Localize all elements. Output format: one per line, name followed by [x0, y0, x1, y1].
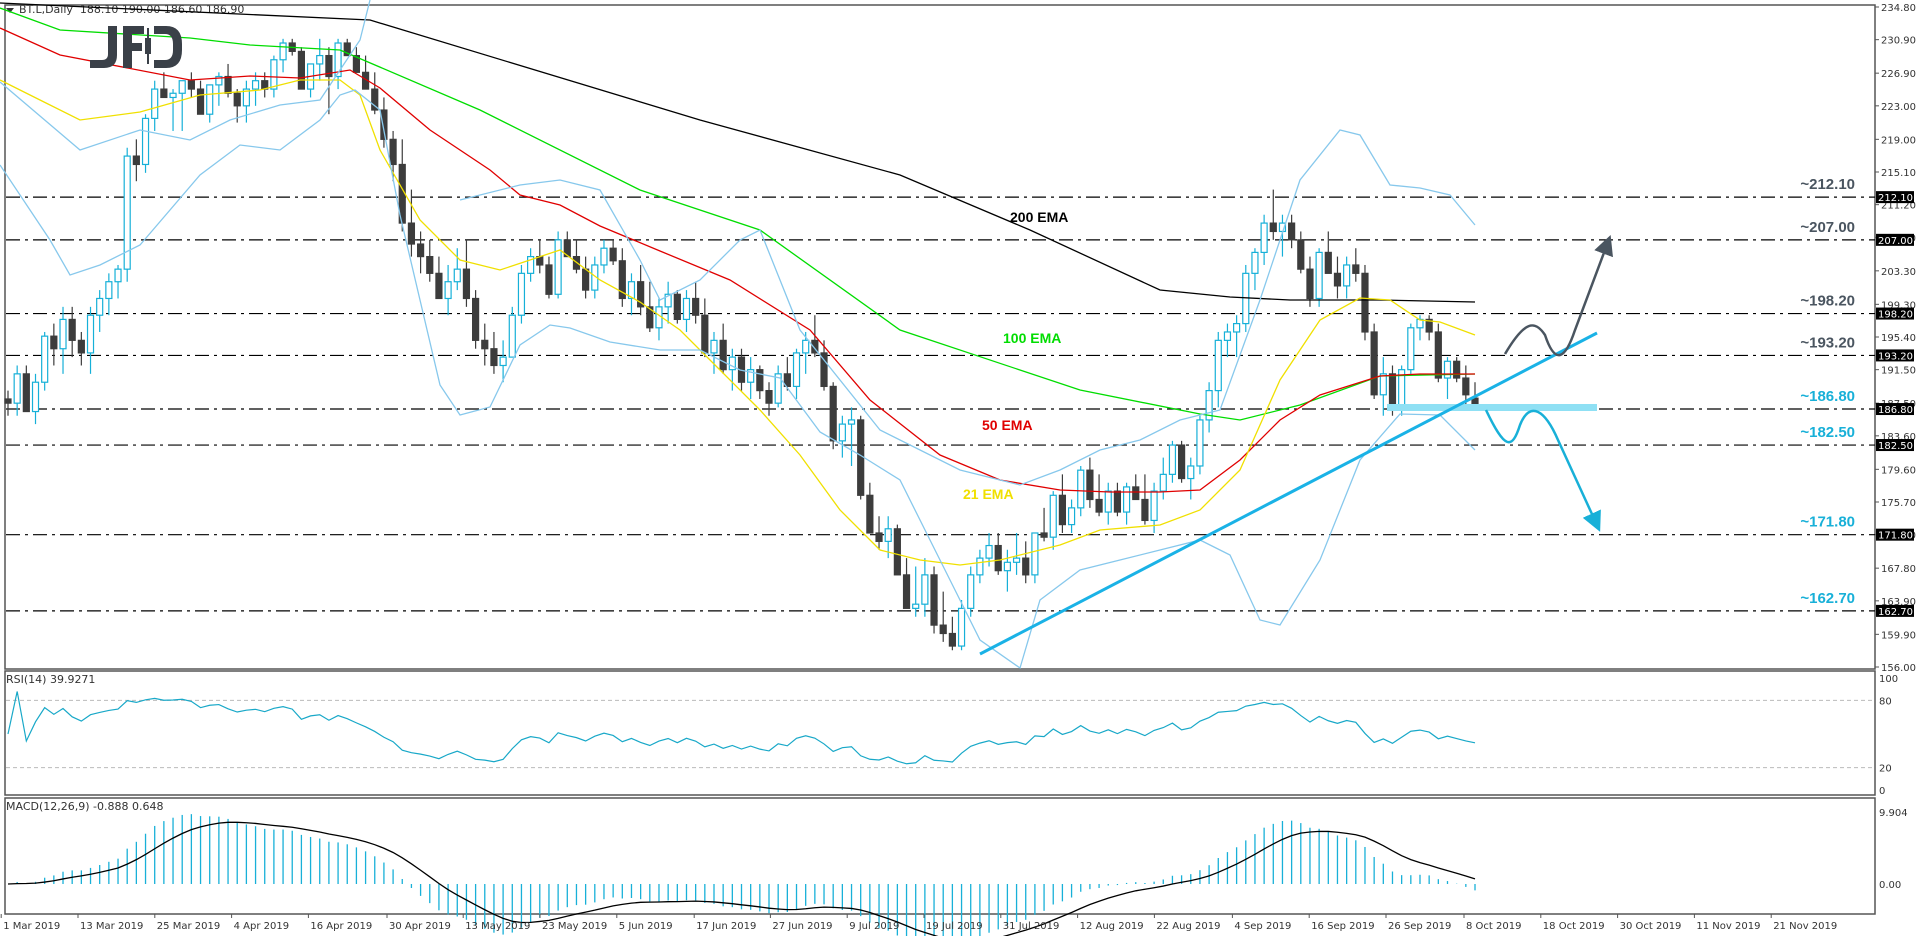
- svg-text:199.30: 199.30: [1881, 300, 1916, 311]
- svg-text:183.60: 183.60: [1881, 432, 1916, 443]
- svg-text:4 Apr 2019: 4 Apr 2019: [234, 921, 289, 932]
- svg-text:1 Mar 2019: 1 Mar 2019: [3, 921, 60, 932]
- svg-text:215.10: 215.10: [1881, 168, 1916, 179]
- svg-text:163.90: 163.90: [1881, 597, 1916, 608]
- svg-text:9.904: 9.904: [1879, 808, 1908, 819]
- jfd-logo: [86, 22, 186, 72]
- level-label: ~207.00: [1800, 219, 1855, 236]
- svg-text:186.80: 186.80: [1878, 405, 1913, 416]
- svg-text:8 Oct 2019: 8 Oct 2019: [1466, 921, 1521, 932]
- rsi-panel: 100 80 20 0: [6, 674, 1898, 797]
- svg-text:212.10: 212.10: [1878, 193, 1913, 204]
- 21-ema-line: [0, 79, 1476, 566]
- svg-text:16 Sep 2019: 16 Sep 2019: [1311, 921, 1374, 932]
- svg-text:23 May 2019: 23 May 2019: [542, 921, 607, 932]
- svg-text:195.40: 195.40: [1881, 333, 1916, 344]
- svg-text:21 Nov 2019: 21 Nov 2019: [1773, 921, 1837, 932]
- svg-text:0.00: 0.00: [1879, 880, 1901, 891]
- svg-text:182.50: 182.50: [1878, 441, 1913, 452]
- svg-text:175.70: 175.70: [1881, 498, 1916, 509]
- level-label: ~182.50: [1800, 424, 1855, 441]
- price-axis: 234.80 230.90 226.90 223.00 219.00 215.10 211.…: [1875, 3, 1916, 674]
- svg-text:27 Jun 2019: 27 Jun 2019: [772, 921, 832, 932]
- macd-signal-line: [7, 821, 1476, 936]
- svg-text:203.30: 203.30: [1881, 267, 1916, 278]
- svg-text:18 Oct 2019: 18 Oct 2019: [1543, 921, 1605, 932]
- svg-text:234.80: 234.80: [1881, 3, 1916, 14]
- svg-text:171.80: 171.80: [1878, 531, 1913, 542]
- svg-text:13 May 2019: 13 May 2019: [465, 921, 530, 932]
- level-label: ~212.10: [1800, 176, 1855, 193]
- bollinger-upper-2-line: [459, 129, 1476, 486]
- ema-label: 50 EMA: [982, 417, 1033, 433]
- svg-text:179.60: 179.60: [1881, 465, 1916, 476]
- svg-text:193.20: 193.20: [1878, 351, 1913, 362]
- level-label: ~171.80: [1800, 514, 1855, 531]
- svg-text:100: 100: [1879, 674, 1898, 685]
- svg-text:162.70: 162.70: [1878, 607, 1913, 618]
- rsi-line: [7, 691, 1476, 765]
- date-axis: 1 Mar 2019 13 Mar 2019 25 Mar 2019 4 Apr 20…: [0, 914, 1837, 932]
- bull-scenario-arrow: [1503, 234, 1613, 357]
- macd-panel-frame: [4, 797, 1876, 915]
- ema-label: 100 EMA: [1003, 330, 1061, 346]
- svg-text:30 Apr 2019: 30 Apr 2019: [389, 921, 451, 932]
- 200-ema-line: [0, 2, 1476, 303]
- 50-ema-line: [0, 27, 1475, 493]
- svg-text:12 Aug 2019: 12 Aug 2019: [1080, 921, 1144, 932]
- svg-text:9 Jul 2019: 9 Jul 2019: [849, 921, 899, 932]
- bollinger-lower-line: [0, 89, 1476, 670]
- svg-text:4 Sep 2019: 4 Sep 2019: [1234, 921, 1291, 932]
- svg-text:191.50: 191.50: [1881, 366, 1916, 377]
- bear-scenario-arrow: [1484, 409, 1601, 532]
- svg-text:17 Jun 2019: 17 Jun 2019: [696, 921, 756, 932]
- svg-text:167.80: 167.80: [1881, 564, 1916, 575]
- svg-text:230.90: 230.90: [1881, 36, 1916, 47]
- level-label: ~186.80: [1800, 388, 1855, 405]
- svg-text:20: 20: [1879, 764, 1892, 775]
- svg-text:19 Jul 2019: 19 Jul 2019: [926, 921, 983, 932]
- svg-text:80: 80: [1879, 696, 1892, 707]
- ema-label: 200 EMA: [1010, 209, 1068, 225]
- level-label: ~193.20: [1800, 334, 1855, 351]
- ema-label: 21 EMA: [963, 486, 1014, 502]
- svg-text:30 Oct 2019: 30 Oct 2019: [1620, 921, 1682, 932]
- bollinger-upper-line: [0, 0, 371, 151]
- svg-text:5 Jun 2019: 5 Jun 2019: [619, 921, 673, 932]
- rsi-panel-frame: [4, 670, 1876, 796]
- dropdown-triangle-icon[interactable]: [6, 7, 14, 13]
- svg-text:11 Nov 2019: 11 Nov 2019: [1696, 921, 1760, 932]
- level-label: ~198.20: [1800, 293, 1855, 310]
- svg-text:159.90: 159.90: [1881, 630, 1916, 641]
- svg-text:219.00: 219.00: [1881, 135, 1916, 146]
- support-resistance-levels: ~212.10 212.10 ~207.00 207.00 ~198.20 198.20 ~…: [6, 176, 1914, 618]
- level-label: ~162.70: [1800, 590, 1855, 607]
- support-zone: [1387, 404, 1597, 411]
- svg-text:16 Apr 2019: 16 Apr 2019: [310, 921, 372, 932]
- 100-ema-line: [0, 7, 1476, 421]
- rsi-label: RSI(14) 39.9271: [6, 673, 96, 686]
- svg-text:0: 0: [1879, 786, 1885, 797]
- candlesticks: [4, 38, 1479, 651]
- svg-text:226.90: 226.90: [1881, 69, 1916, 80]
- svg-text:22 Aug 2019: 22 Aug 2019: [1156, 921, 1220, 932]
- svg-text:207.00: 207.00: [1878, 236, 1913, 247]
- uptrend-line: [979, 331, 1598, 656]
- svg-text:31 Jul 2019: 31 Jul 2019: [1003, 921, 1060, 932]
- svg-text:223.00: 223.00: [1881, 102, 1916, 113]
- macd-label: MACD(12,26,9) -0.888 0.648: [6, 800, 164, 813]
- svg-text:198.20: 198.20: [1878, 310, 1913, 321]
- svg-text:156.00: 156.00: [1881, 663, 1916, 674]
- svg-text:26 Sep 2019: 26 Sep 2019: [1388, 921, 1451, 932]
- svg-text:13 Mar 2019: 13 Mar 2019: [80, 921, 143, 932]
- svg-text:25 Mar 2019: 25 Mar 2019: [157, 921, 220, 932]
- svg-text:211.20: 211.20: [1881, 201, 1916, 212]
